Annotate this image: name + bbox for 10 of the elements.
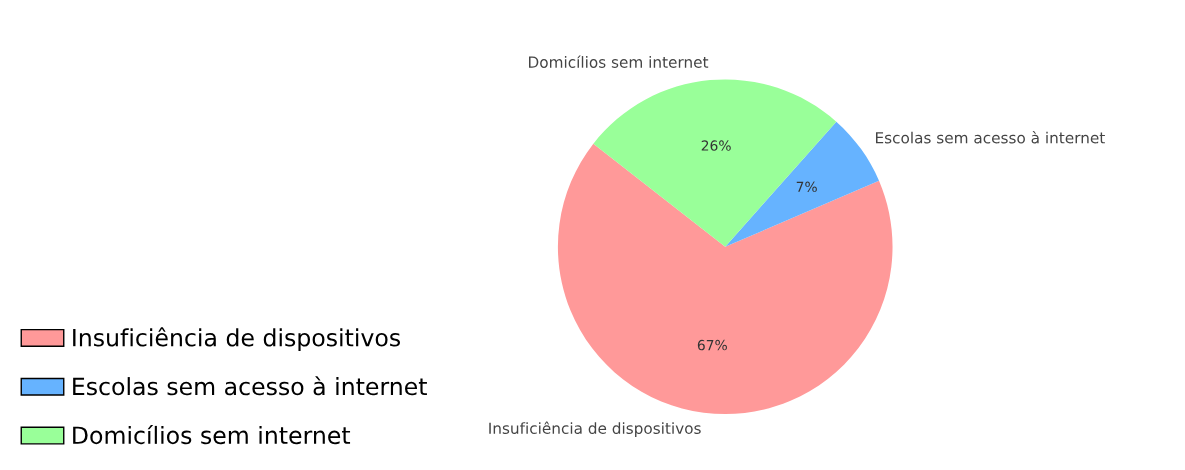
pie-slice — [593, 79, 837, 247]
data-label: 7% — [796, 181, 817, 193]
slice-label: Insuficiência de dispositivos — [489, 421, 701, 437]
slice-label: Domicílios sem internet — [529, 55, 709, 68]
data-label: 67% — [697, 339, 727, 351]
data-label: 26% — [701, 140, 731, 151]
legend-label: Domicílios sem internet — [73, 424, 351, 445]
slice-label: Escolas sem acesso à internet — [876, 131, 1105, 144]
legend-label: Insuficiência de dispositivos — [73, 327, 400, 352]
legend-label: Escolas sem acesso à internet — [73, 376, 427, 396]
